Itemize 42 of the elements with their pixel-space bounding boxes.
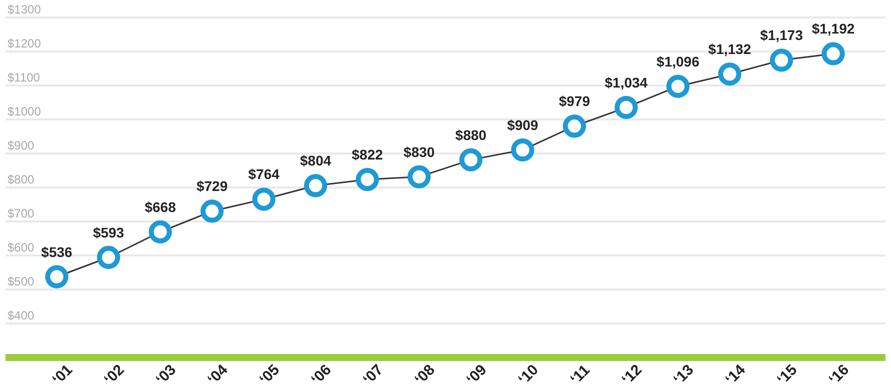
data-label: $1,173 bbox=[760, 27, 804, 44]
x-tick-label: ‘13 bbox=[670, 361, 698, 388]
y-tick-label: $900 bbox=[8, 138, 35, 152]
x-tick-label: ‘05 bbox=[256, 361, 284, 388]
y-tick-label: $600 bbox=[8, 240, 35, 254]
x-tick-label: ‘16 bbox=[826, 361, 852, 388]
x-tick-label: ‘03 bbox=[152, 361, 180, 388]
data-label: $804 bbox=[300, 152, 332, 169]
x-tick-label: ‘07 bbox=[360, 361, 387, 388]
data-label: $1,192 bbox=[812, 20, 855, 37]
x-tick-label: ‘01 bbox=[49, 361, 76, 388]
x-tick-label: ‘11 bbox=[567, 362, 594, 388]
x-tick-label: ‘02 bbox=[100, 361, 128, 388]
y-tick-label: $500 bbox=[8, 274, 35, 288]
data-label: $1,034 bbox=[604, 74, 648, 90]
y-tick-label: $1000 bbox=[8, 104, 42, 118]
data-label: $979 bbox=[558, 93, 590, 110]
data-label: $830 bbox=[404, 144, 435, 160]
y-tick-label: $1100 bbox=[8, 70, 40, 84]
y-tick-label: $1200 bbox=[8, 36, 42, 50]
data-label: $536 bbox=[41, 244, 73, 260]
x-tick-label: ‘08 bbox=[412, 361, 438, 388]
data-label: $1,132 bbox=[708, 41, 752, 58]
x-tick-label: ‘12 bbox=[618, 361, 646, 388]
x-tick-label: ‘10 bbox=[515, 361, 542, 388]
x-tick-label: ‘09 bbox=[463, 361, 490, 388]
data-label: $593 bbox=[92, 224, 124, 240]
x-tick-label: ‘15 bbox=[774, 361, 801, 388]
data-label: $764 bbox=[248, 166, 280, 182]
data-label: $822 bbox=[352, 146, 384, 163]
data-label: $668 bbox=[144, 198, 176, 215]
data-label: $729 bbox=[196, 178, 228, 194]
x-tick-label: ‘06 bbox=[308, 361, 335, 388]
data-label: $880 bbox=[455, 126, 487, 143]
y-tick-label: $700 bbox=[8, 206, 35, 220]
data-label: $1,096 bbox=[656, 53, 700, 70]
x-tick-label: ‘04 bbox=[204, 360, 232, 388]
x-tick-label: ‘14 bbox=[722, 360, 750, 388]
y-tick-label: $800 bbox=[8, 172, 35, 186]
y-tick-label: $400 bbox=[8, 308, 35, 322]
data-label: $909 bbox=[507, 116, 538, 133]
y-tick-label: $1300 bbox=[8, 2, 42, 16]
